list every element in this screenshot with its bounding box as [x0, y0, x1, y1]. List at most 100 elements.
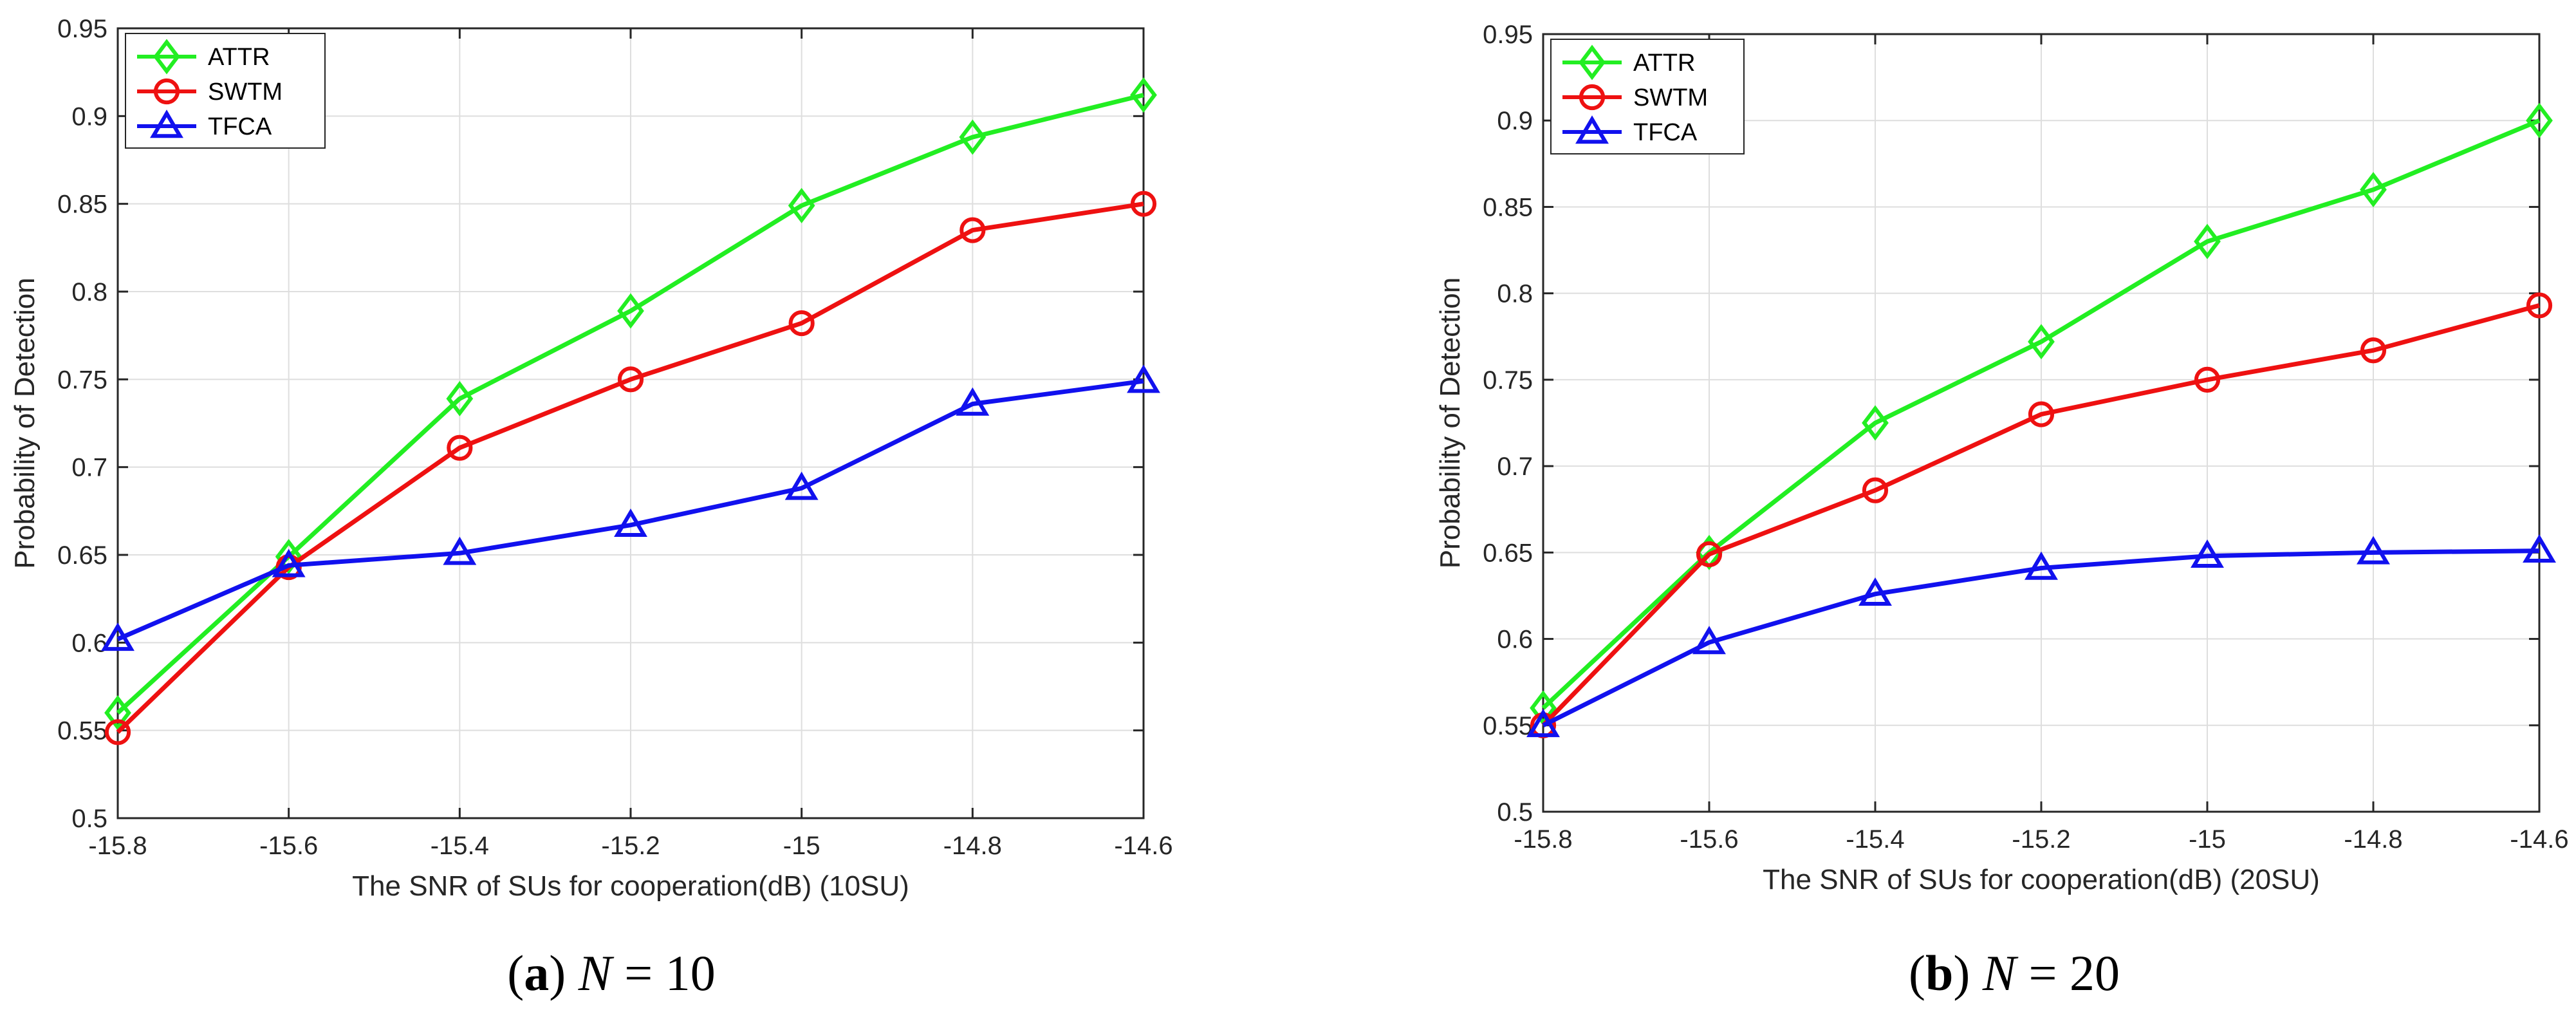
series-line-tfca	[1542, 548, 2540, 727]
x-tick-label: -15.8	[1514, 825, 1572, 854]
data-point-tfca	[1858, 577, 1892, 606]
y-tick-label: 0.5	[1497, 798, 1533, 827]
data-point-swtm	[1130, 191, 1157, 217]
data-point-attr	[2360, 172, 2387, 208]
data-point-tfca	[614, 508, 647, 537]
series-swtm	[1530, 292, 2553, 738]
x-axis-label: The SNR of SUs for cooperation(dB) (10SU…	[352, 870, 909, 902]
data-point-tfca	[1692, 626, 1726, 655]
series-tfca	[1526, 534, 2556, 738]
x-tick-label: -14.6	[2510, 825, 2568, 854]
data-point-attr	[2194, 223, 2221, 259]
caption-letter: b	[1925, 945, 1953, 1001]
y-tick-label: 0.6	[1497, 626, 1533, 654]
legend-label-tfca: TFCA	[208, 113, 272, 140]
data-point-attr	[788, 187, 815, 223]
x-tick-label: -15.4	[1846, 825, 1904, 854]
x-axis-label: The SNR of SUs for cooperation(dB) (20SU…	[1763, 864, 2320, 895]
y-axis-label: Probability of Detection	[1434, 277, 1466, 568]
legend-marker-tfca	[150, 109, 183, 138]
chart-panel-b: -15.8 -15.6 -15.4 -15.2 -15 -14.8 -14.6 0.5 0.55…	[1434, 21, 2569, 1001]
data-point-swtm	[2360, 337, 2387, 364]
y-axis-label: Probability of Detection	[9, 277, 41, 568]
data-point-tfca	[272, 548, 306, 577]
data-point-attr	[959, 119, 987, 155]
legend-marker-attr	[1579, 44, 1606, 80]
y-tick-label: 0.85	[1483, 193, 1533, 221]
caption-paren-open: (	[507, 945, 524, 1001]
data-point-attr	[104, 695, 131, 731]
data-point-attr	[617, 293, 644, 329]
caption-value: 10	[665, 945, 716, 1001]
panel-caption: (b) N = 20	[1909, 945, 2120, 1001]
y-tick-label: 0.55	[1483, 712, 1533, 740]
legend-label-swtm: SWTM	[1633, 84, 1708, 111]
y-tick-label: 0.65	[57, 541, 107, 570]
legend: ATTR SWTM TFCA	[125, 33, 326, 149]
x-tick-label: -14.8	[943, 832, 1002, 860]
data-point-attr	[446, 380, 474, 416]
chart-panel-a: -15.8 -15.6 -15.4 -15.2 -15 -14.8 -14.6 0.5 0.55…	[9, 15, 1173, 1001]
data-point-attr	[1862, 405, 1889, 441]
caption-paren-close: )	[1953, 945, 1982, 1001]
y-tick-label: 0.75	[1483, 366, 1533, 395]
legend-marker-swtm	[153, 78, 180, 105]
series-tfca	[101, 364, 1160, 651]
y-tick-label: 0.95	[57, 15, 107, 43]
y-tick-label: 0.75	[57, 366, 107, 394]
caption-paren-close: )	[549, 945, 578, 1001]
data-point-tfca	[101, 622, 134, 651]
caption-equals: =	[612, 945, 665, 1001]
x-tick-label: -15.2	[2012, 825, 2070, 854]
y-tick-label: 0.65	[1483, 539, 1533, 567]
data-point-tfca	[1526, 709, 1560, 738]
legend-marker-tfca	[1575, 115, 1609, 144]
series-line-tfca	[116, 379, 1144, 642]
data-point-tfca	[2523, 534, 2556, 563]
x-tick-label: -14.8	[2344, 825, 2402, 854]
caption-value: 20	[2070, 945, 2120, 1001]
y-tick-label: 0.5	[71, 805, 107, 833]
data-point-tfca	[784, 471, 819, 500]
x-tick-label: -14.6	[1114, 832, 1172, 860]
data-point-tfca	[2191, 539, 2224, 568]
data-point-swtm	[2028, 401, 2055, 427]
y-tick-label: 0.95	[1483, 21, 1533, 49]
y-tick-label: 0.6	[71, 629, 107, 657]
caption-paren-open: (	[1909, 945, 1925, 1001]
y-tick-label: 0.85	[57, 191, 107, 219]
y-tick-label: 0.9	[71, 102, 107, 131]
legend: ATTR SWTM TFCA	[1550, 39, 1745, 154]
data-point-tfca	[2025, 551, 2058, 580]
data-point-swtm	[2526, 292, 2553, 319]
legend-marker-attr	[153, 39, 180, 75]
series-line-swtm	[1541, 303, 2540, 727]
y-tick-label: 0.8	[71, 278, 107, 306]
data-point-attr	[275, 539, 302, 575]
legend-marker-swtm	[1579, 84, 1606, 111]
data-point-swtm	[2194, 366, 2221, 393]
x-tick-label: -15.6	[259, 832, 318, 860]
data-point-swtm	[959, 217, 986, 243]
data-point-swtm	[617, 366, 644, 393]
data-point-attr	[2526, 102, 2553, 138]
data-point-attr	[2028, 324, 2055, 360]
caption-variable: N	[578, 945, 615, 1001]
legend-label-attr: ATTR	[1633, 50, 1695, 77]
x-tick-label: -15.4	[431, 832, 489, 860]
data-point-swtm	[1696, 541, 1723, 568]
x-tick-label: -15.6	[1680, 825, 1738, 854]
legend-label-attr: ATTR	[208, 44, 270, 71]
data-point-swtm	[1862, 477, 1889, 503]
data-point-tfca	[1127, 364, 1160, 393]
y-tick-label: 0.7	[1497, 453, 1533, 481]
data-point-attr	[1130, 77, 1157, 113]
panel-caption: (a) N = 10	[507, 945, 716, 1001]
y-tick-label: 0.8	[1497, 280, 1533, 308]
data-point-swtm	[104, 719, 131, 745]
data-point-tfca	[2357, 536, 2390, 565]
y-tick-label: 0.7	[71, 454, 107, 482]
x-tick-label: -15.2	[601, 832, 660, 860]
legend-label-swtm: SWTM	[208, 79, 283, 106]
